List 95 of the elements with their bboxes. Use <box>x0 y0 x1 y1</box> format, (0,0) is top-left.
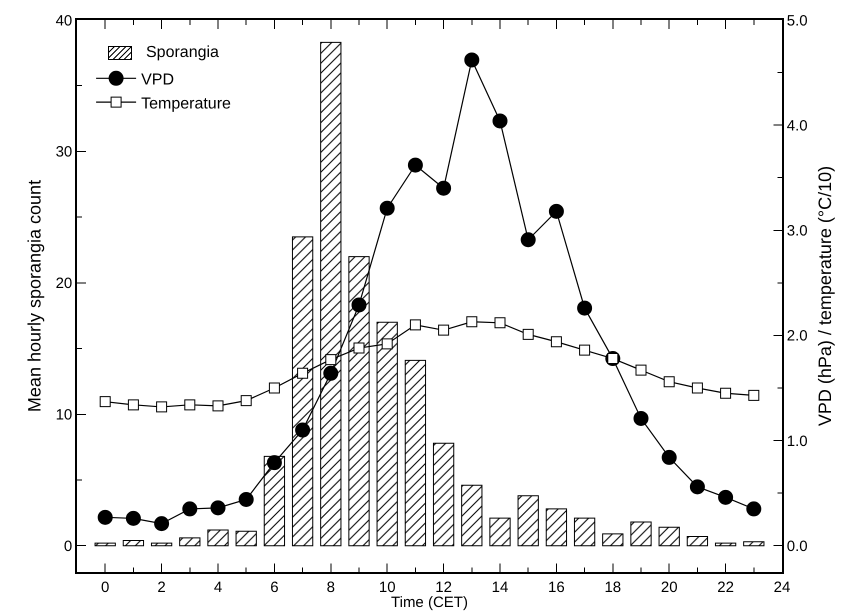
y2-tick-label: 0.0 <box>786 538 808 555</box>
bar <box>743 541 764 546</box>
point <box>410 319 421 330</box>
bar <box>236 530 257 546</box>
bar <box>630 522 652 546</box>
point <box>98 510 113 525</box>
point <box>436 180 452 196</box>
point <box>464 52 480 68</box>
point <box>184 399 196 410</box>
point <box>548 204 564 219</box>
y2-tick-label: 3.0 <box>786 222 808 240</box>
legend-label: VPD <box>141 72 174 89</box>
point <box>295 422 310 438</box>
point <box>380 200 395 216</box>
point <box>636 364 646 376</box>
point <box>238 492 254 507</box>
point <box>577 300 592 316</box>
point <box>662 450 677 465</box>
point <box>297 368 308 379</box>
point <box>210 500 226 516</box>
bar <box>574 518 596 546</box>
y-tick-label: 40 <box>56 12 72 30</box>
y-axis-title: Mean hourly sporangia count <box>24 180 44 412</box>
point <box>520 232 536 248</box>
point <box>240 395 252 406</box>
point <box>182 501 198 516</box>
y2-tick-label: 2.0 <box>786 328 808 345</box>
y2-axis-title: VPD (hPa) / temperature (°C/10) <box>815 166 836 426</box>
point <box>720 388 732 399</box>
y-tick-label: 0 <box>64 538 72 555</box>
point <box>718 490 734 505</box>
x-tick-label: 12 <box>435 578 452 596</box>
point <box>266 455 282 470</box>
point <box>126 510 141 526</box>
x-tick-label: 20 <box>660 578 678 596</box>
x-tick-label: 8 <box>326 578 335 596</box>
bar <box>546 508 568 546</box>
point <box>494 317 506 328</box>
bar <box>686 536 708 546</box>
point <box>492 113 508 128</box>
y-tick-label: 10 <box>56 406 72 424</box>
point <box>550 336 562 348</box>
x-tick-label: 18 <box>604 578 622 596</box>
x-tick-label: 14 <box>492 578 508 596</box>
point <box>154 516 170 532</box>
x-tick-label: 24 <box>774 578 790 596</box>
x-tick-label: 2 <box>157 578 166 596</box>
point <box>128 399 139 410</box>
x-tick-label: 0 <box>101 578 110 596</box>
point <box>354 342 364 354</box>
point <box>212 400 224 412</box>
point <box>522 328 534 340</box>
point <box>746 501 762 516</box>
x-axis-title: Time (CET) <box>391 594 468 611</box>
x-tick-label: 6 <box>270 578 279 596</box>
y-tick-label: 30 <box>56 144 72 161</box>
bar <box>658 526 680 546</box>
bar <box>122 540 144 546</box>
bar <box>714 542 736 546</box>
legend-label: Temperature <box>141 95 232 112</box>
legend-label: Sporangia <box>146 44 219 62</box>
bar <box>404 360 426 546</box>
bar <box>518 495 539 546</box>
bar <box>432 442 454 546</box>
y-tick-label: 20 <box>56 275 72 292</box>
x-tick-label: 4 <box>214 578 222 596</box>
bar <box>489 518 511 546</box>
point <box>692 382 703 394</box>
bar <box>94 542 116 546</box>
bar <box>150 542 172 546</box>
y2-tick-label: 5.0 <box>786 12 808 30</box>
point <box>408 158 423 173</box>
y2-tick-label: 4.0 <box>786 117 808 134</box>
point <box>748 390 760 401</box>
bar <box>179 537 200 546</box>
point <box>352 297 366 312</box>
bar <box>207 529 229 546</box>
point <box>156 401 168 412</box>
point <box>268 382 280 394</box>
x-tick-label: 16 <box>548 578 565 596</box>
point <box>325 354 336 366</box>
point <box>100 396 111 408</box>
x-tick-label: 22 <box>717 578 734 596</box>
point <box>438 324 450 336</box>
bar <box>461 484 482 546</box>
bar <box>602 533 624 546</box>
point <box>579 344 590 356</box>
point <box>690 479 705 494</box>
x-tick-label: 10 <box>378 578 396 596</box>
point <box>664 376 675 388</box>
point <box>382 338 393 350</box>
y2-tick-label: 1.0 <box>786 432 808 450</box>
point <box>323 366 338 381</box>
point <box>466 316 478 328</box>
point <box>634 410 648 426</box>
